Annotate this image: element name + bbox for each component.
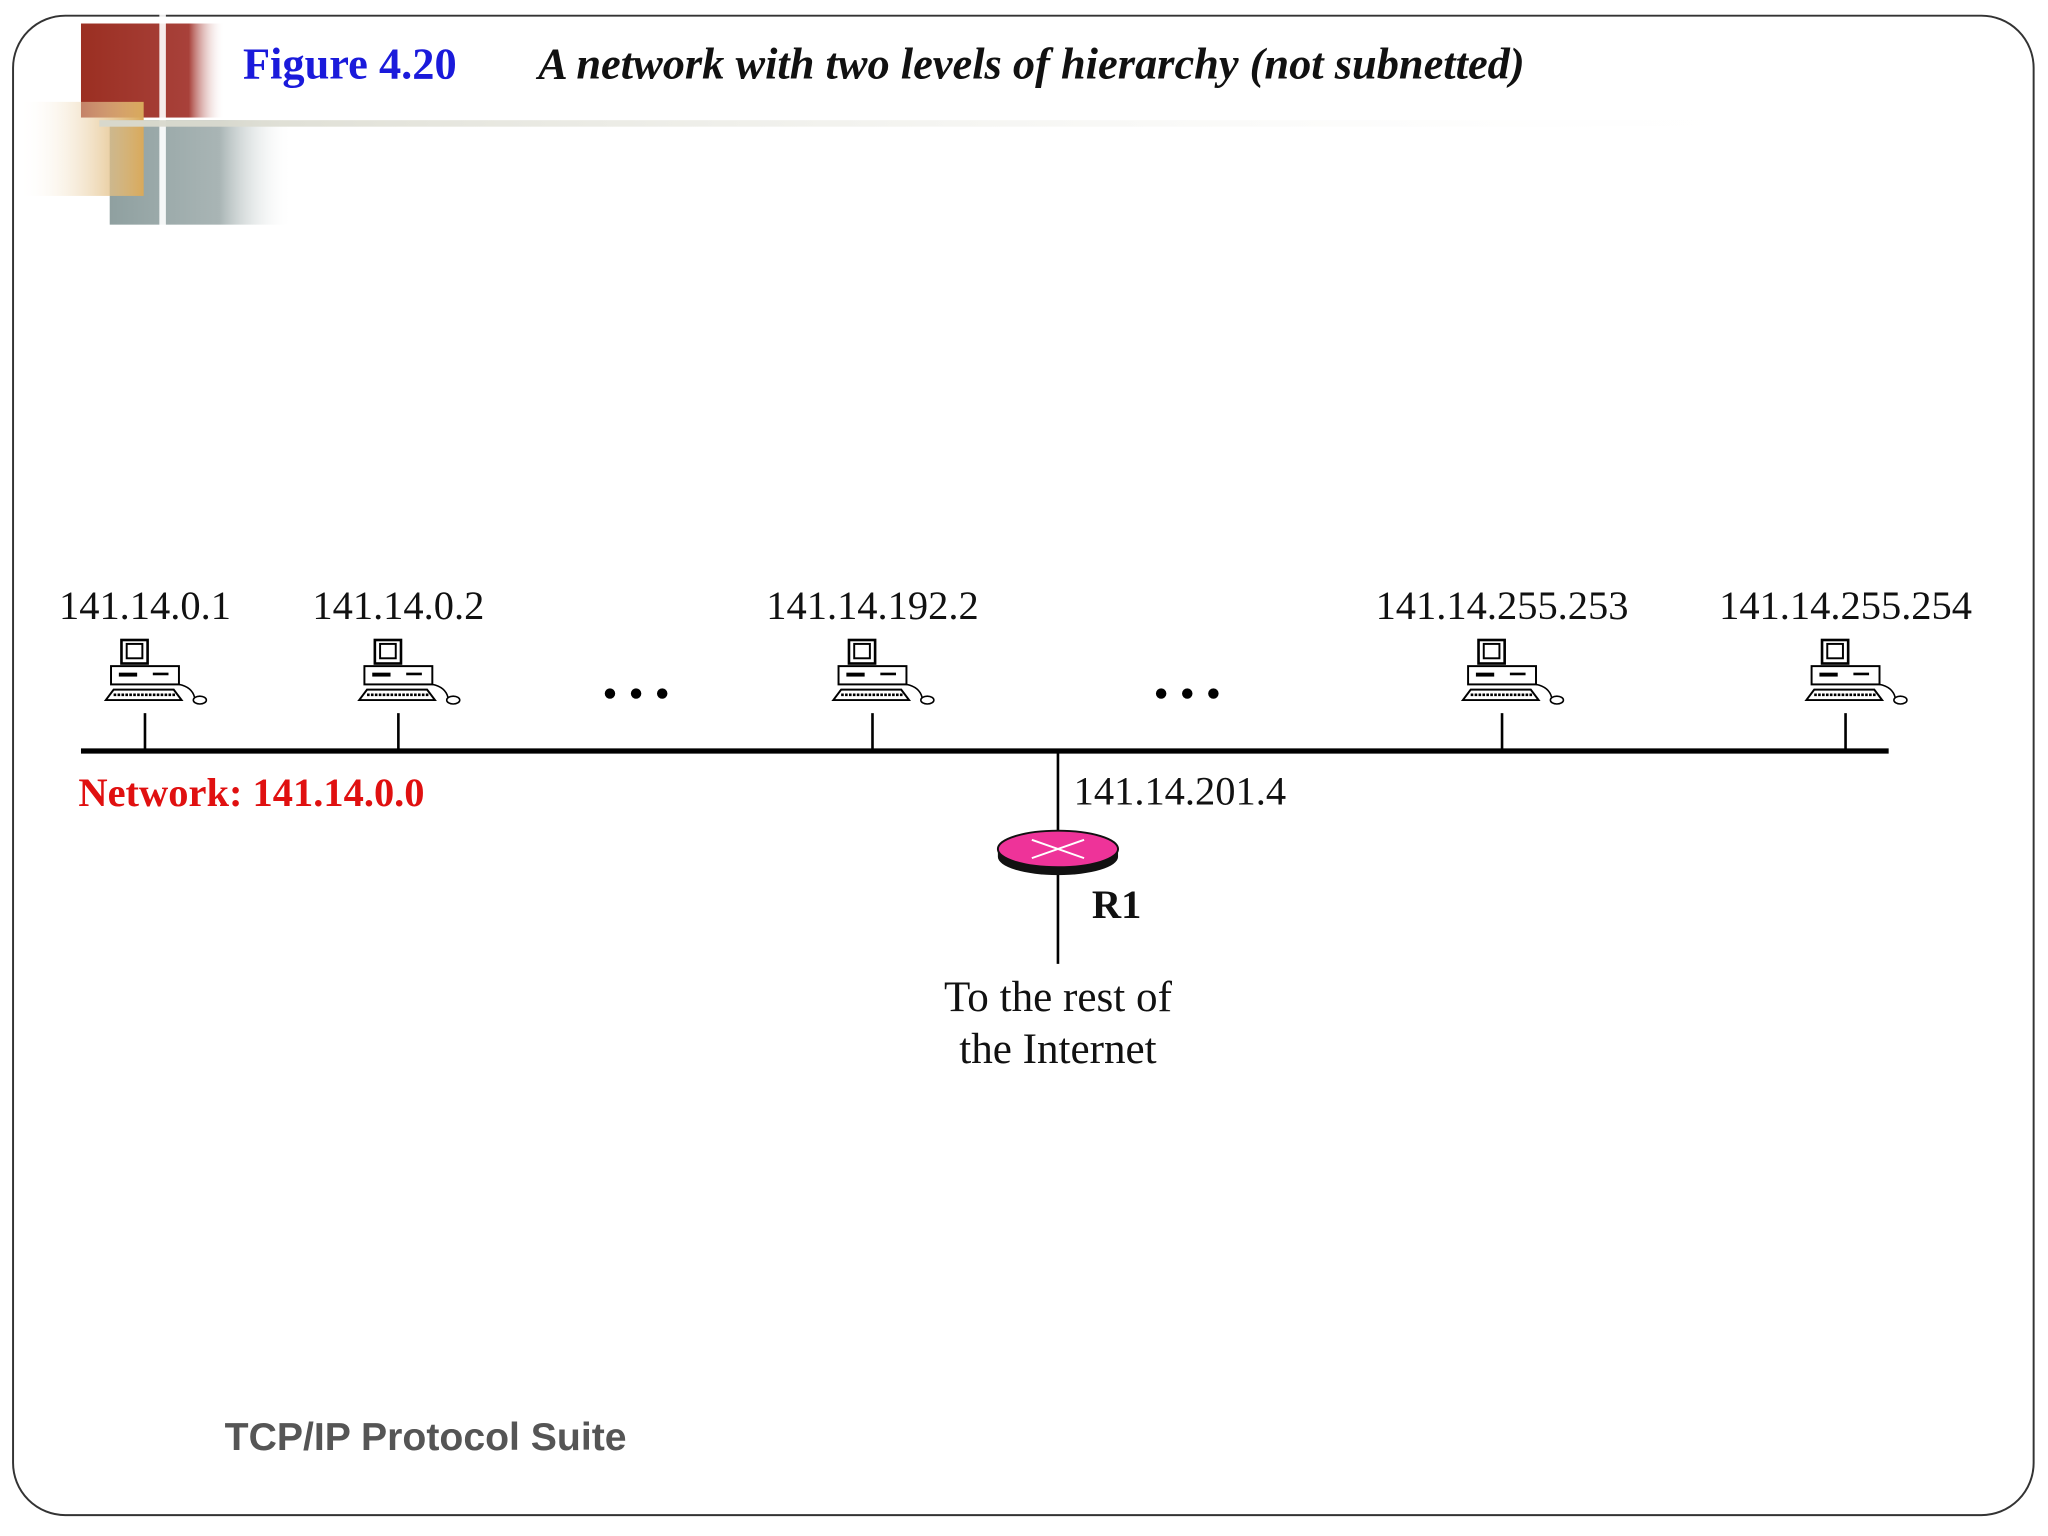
host-label: 141.14.192.2 — [766, 583, 978, 628]
footer: TCP/IP Protocol Suite — [225, 1416, 627, 1459]
host: 141.14.192.2 — [766, 583, 979, 752]
router — [996, 829, 1120, 876]
host: 141.14.0.2 — [312, 583, 484, 752]
figure-label: Figure 4.20 — [243, 38, 457, 88]
internet-label: the Internet — [959, 1026, 1156, 1073]
host-label: 141.14.255.253 — [1376, 583, 1629, 628]
host: 141.14.255.253 — [1376, 583, 1629, 752]
host: 141.14.0.1 — [59, 583, 231, 752]
host-label: 141.14.0.1 — [59, 583, 231, 628]
network-label: Network: 141.14.0.0 — [78, 770, 424, 815]
ellipsis — [604, 688, 1219, 699]
host-label: 141.14.255.254 — [1719, 583, 1972, 628]
internet-label: To the rest of — [944, 974, 1173, 1021]
host: 141.14.255.254 — [1719, 583, 1972, 752]
slide-border — [12, 14, 2035, 1517]
router-name: R1 — [1092, 882, 1141, 927]
host-label: 141.14.0.2 — [312, 583, 484, 628]
hosts: 141.14.0.1 141.14.0.2 141.14.192.2 141.14.2… — [59, 583, 1972, 752]
router-interface-label: 141.14.201.4 — [1074, 769, 1286, 814]
decoration — [18, 0, 1837, 238]
figure-caption: A network with two levels of hierarchy (… — [535, 38, 1525, 88]
